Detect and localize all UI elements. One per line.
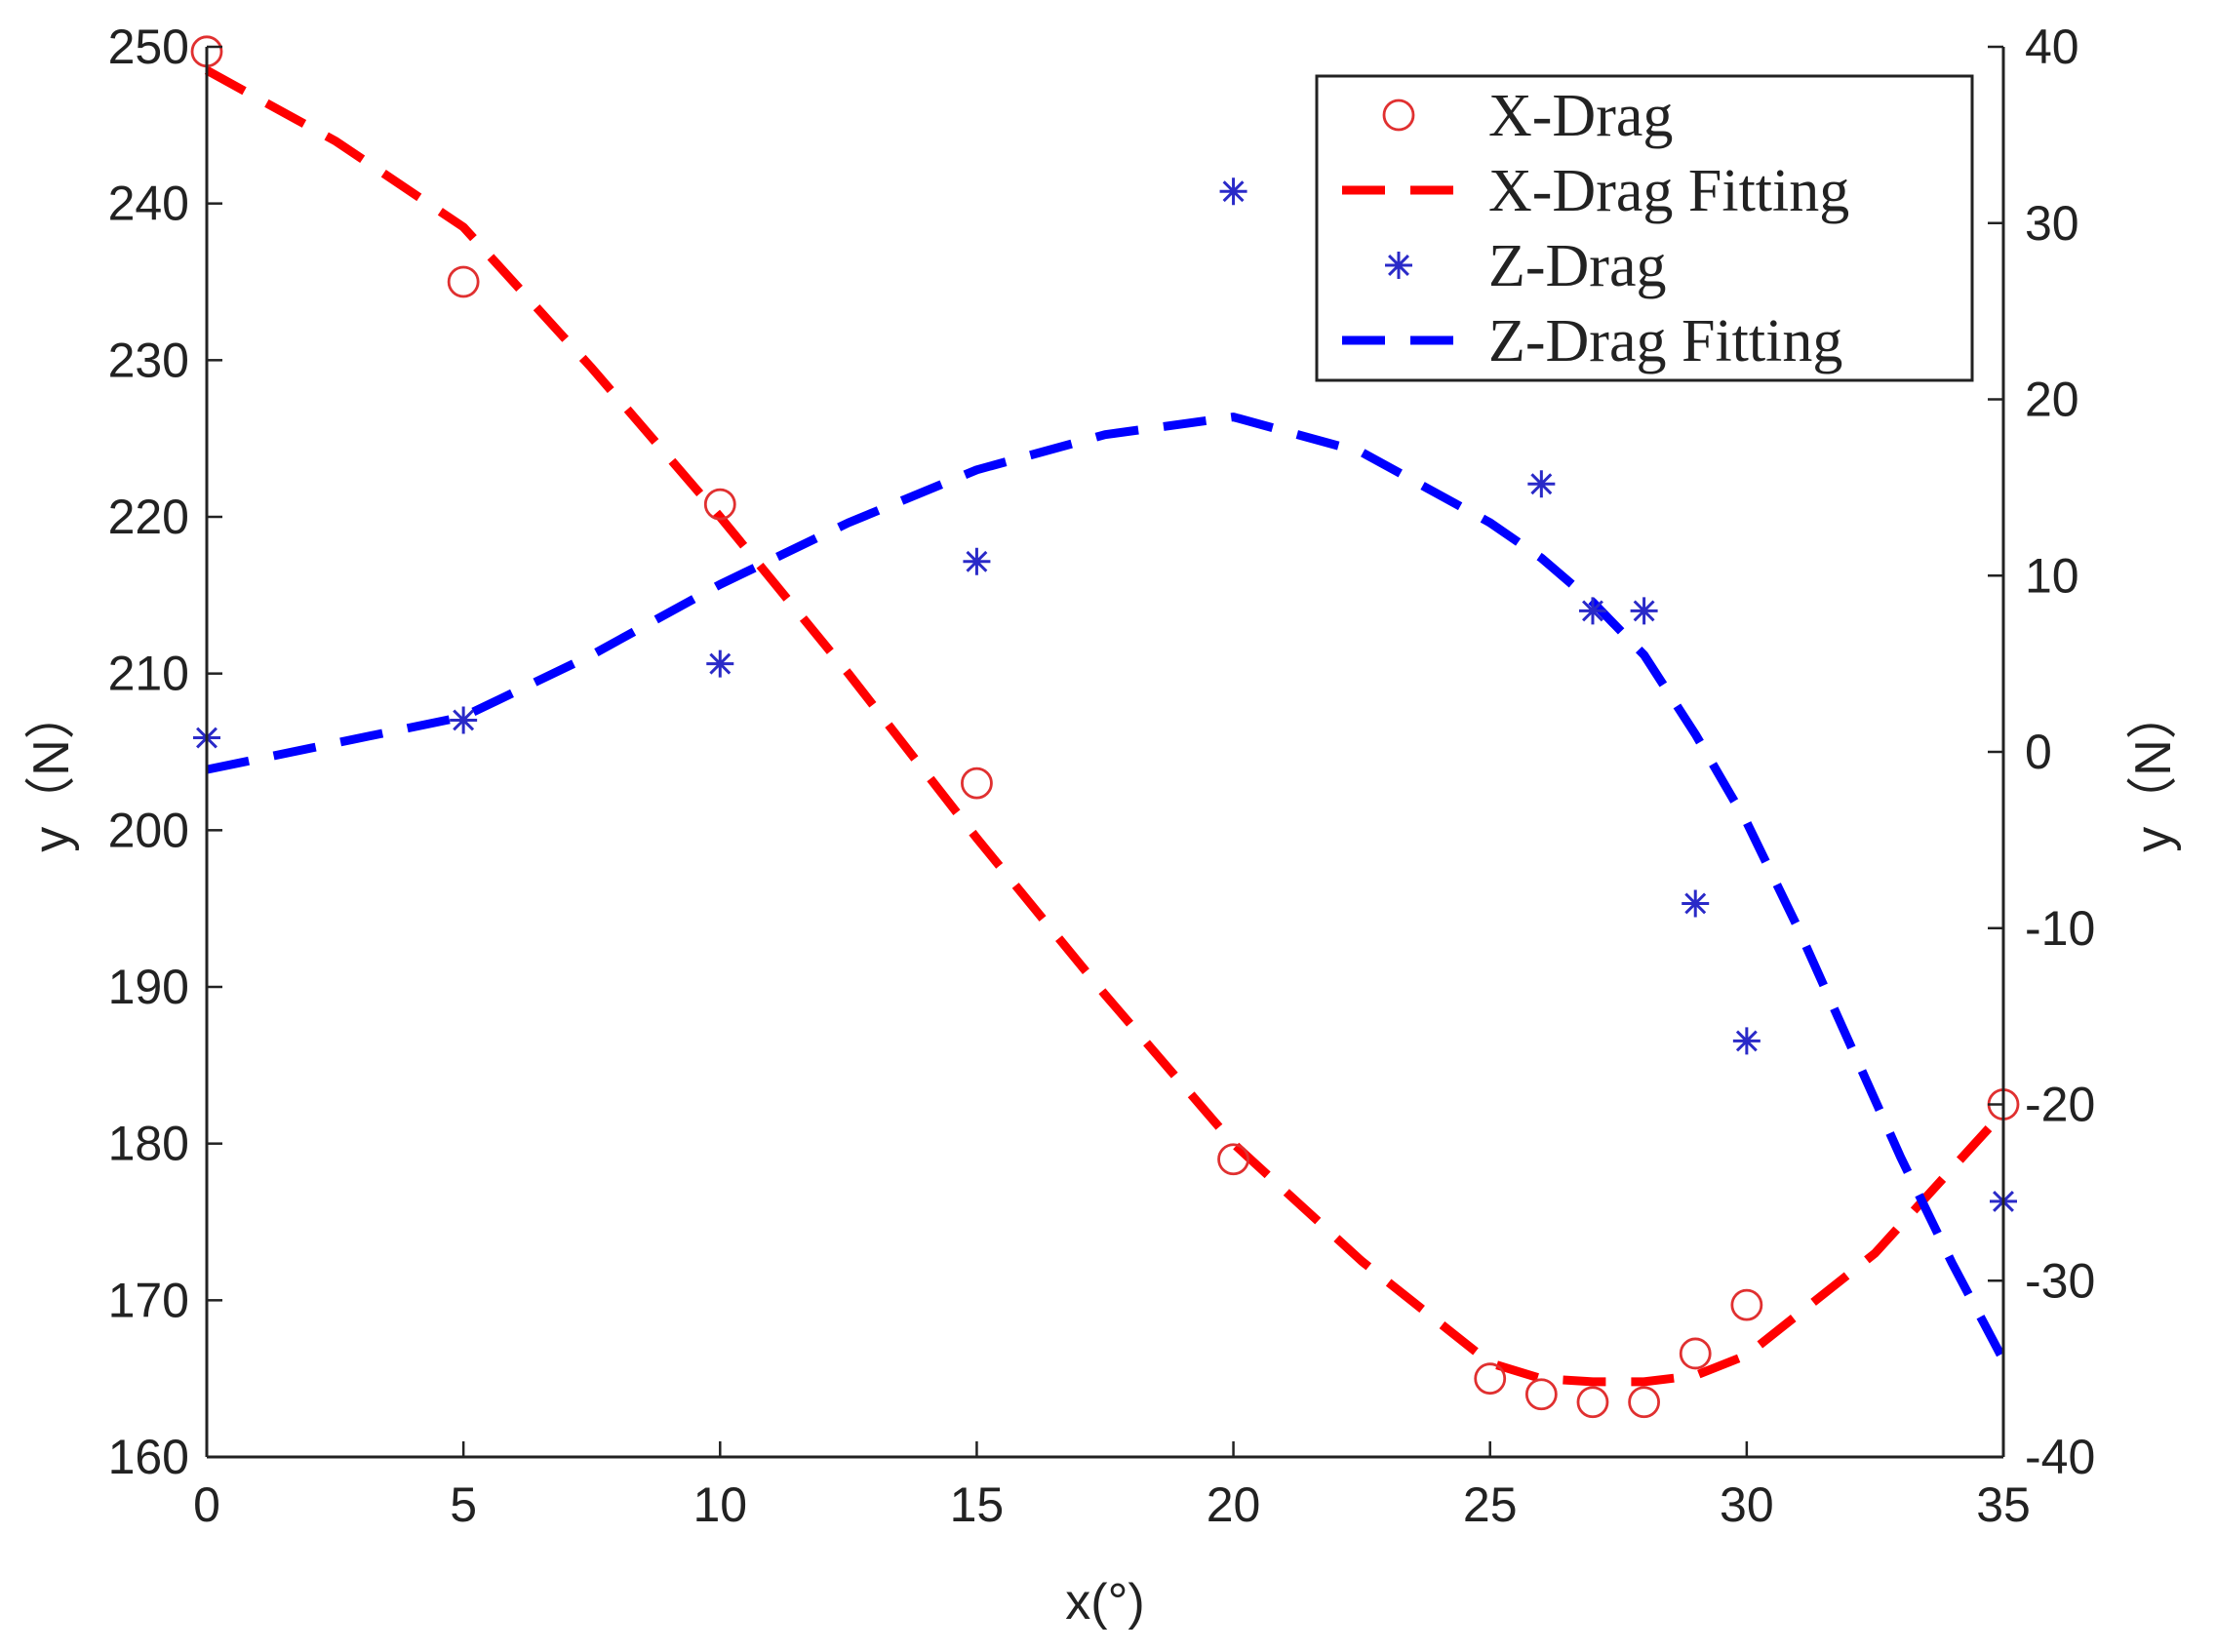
legend-box [1315, 74, 1974, 382]
x-drag-point [1474, 1362, 1507, 1396]
y-right-tick-label: 10 [2025, 548, 2079, 603]
x-drag-point [703, 488, 736, 521]
y-left-tick-label: 180 [108, 1117, 189, 1171]
y-left-tick-label: 190 [108, 960, 189, 1014]
y-left-tick-label: 200 [108, 803, 189, 857]
y-axis-right-title: y（N） [2125, 688, 2182, 852]
x-tick-label: 5 [450, 1477, 477, 1532]
x-drag-fitting-line [204, 66, 2007, 1387]
legend: X-Drag X-Drag Fitting Z-Drag Z-Drag Fitting [1315, 74, 1974, 382]
y-left-tick-label: 230 [108, 333, 189, 387]
y-left-tick-label: 220 [108, 490, 189, 544]
x-drag-point [447, 265, 480, 298]
z-drag-point [1732, 1027, 1761, 1055]
y-right-tick-label: -40 [2025, 1430, 2095, 1484]
legend-x-drag-fitting-label: X-Drag Fitting [1488, 158, 1849, 224]
y-left-tick-label: 240 [108, 177, 189, 231]
legend-x-drag-label: X-Drag [1488, 83, 1673, 149]
x-drag-point [1679, 1337, 1712, 1370]
y-left-tick-label: 170 [108, 1273, 189, 1327]
z-drag-point [1578, 597, 1606, 625]
x-axis-title: x(°) [1065, 1574, 1144, 1631]
x-drag-point [1730, 1288, 1763, 1321]
y-axis-left-title: y（N） [23, 688, 80, 852]
y-left-tick-label: 250 [108, 20, 189, 74]
y-right-tick-label: 30 [2025, 196, 2079, 251]
z-drag-point [450, 706, 478, 734]
y-right-tick-label: 20 [2025, 373, 2079, 427]
z-drag-fitting-line [206, 413, 2007, 1362]
x-tick-label: 35 [1976, 1477, 2031, 1532]
z-drag-point [1219, 177, 1247, 206]
z-drag-point [706, 649, 734, 678]
z-drag-point [1527, 470, 1556, 498]
x-tick-label: 15 [950, 1477, 1005, 1532]
y-right-tick-label: -10 [2025, 901, 2095, 956]
x-drag-point [1576, 1386, 1609, 1419]
y-left-tick-label: 210 [108, 647, 189, 701]
axes: 0 5 10 15 20 25 30 3516017018019020021022023024… [108, 20, 2096, 1532]
legend-z-drag-fitting-label: Z-Drag Fitting [1488, 308, 1842, 374]
legend-z-drag-label: Z-Drag [1488, 233, 1666, 299]
x-drag-point [961, 767, 993, 800]
x-drag-point [1628, 1386, 1660, 1419]
x-drag-point [1217, 1143, 1249, 1176]
x-tick-label: 25 [1463, 1477, 1518, 1532]
y-left-tick-label: 160 [108, 1430, 189, 1484]
legend-z-drag-swatch [1385, 252, 1412, 279]
x-tick-label: 30 [1720, 1477, 1774, 1532]
x-drag-point [1524, 1378, 1558, 1411]
y-right-tick-label: -20 [2025, 1078, 2095, 1132]
y-right-tick-label: -30 [2025, 1253, 2095, 1308]
x-tick-label: 20 [1207, 1477, 1261, 1532]
z-drag-point [1630, 597, 1658, 625]
x-tick-label: 0 [193, 1477, 220, 1532]
x-tick-label: 10 [692, 1477, 747, 1532]
y-right-tick-label: 40 [2025, 20, 2079, 74]
z-drag-point [963, 547, 991, 575]
legend-x-drag-swatch [1382, 98, 1415, 132]
z-drag-point [1682, 889, 1710, 918]
y-right-tick-label: 0 [2025, 725, 2052, 779]
